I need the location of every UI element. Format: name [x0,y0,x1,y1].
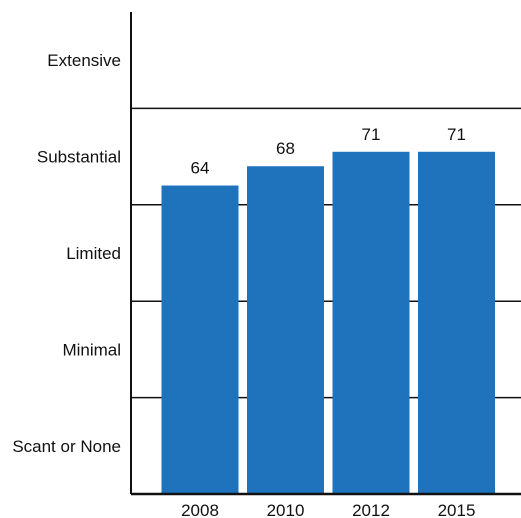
y-category-label: Substantial [37,148,121,167]
bar [247,166,324,495]
value-labels: 64 68 71 71 [191,125,466,178]
data-label: 71 [362,125,381,144]
bar [161,185,239,494]
y-category-labels: Scant or None Minimal Limited Substantial Ex… [12,51,121,456]
y-category-label: Extensive [47,51,121,70]
y-category-label: Scant or None [12,437,121,456]
x-tick-label: 2008 [181,501,219,518]
x-tick-labels: 2008 2010 2012 2015 [181,501,475,518]
x-tick-label: 2012 [352,501,390,518]
y-category-label: Minimal [62,340,121,359]
bar [418,151,495,494]
data-label: 68 [276,139,295,158]
x-tick-label: 2010 [267,501,305,518]
data-label: 64 [191,159,210,178]
x-tick-label: 2015 [438,501,476,518]
axes [130,12,521,496]
bar [332,151,410,494]
y-category-label: Limited [66,244,121,263]
bars [161,151,495,495]
data-label: 71 [447,125,466,144]
